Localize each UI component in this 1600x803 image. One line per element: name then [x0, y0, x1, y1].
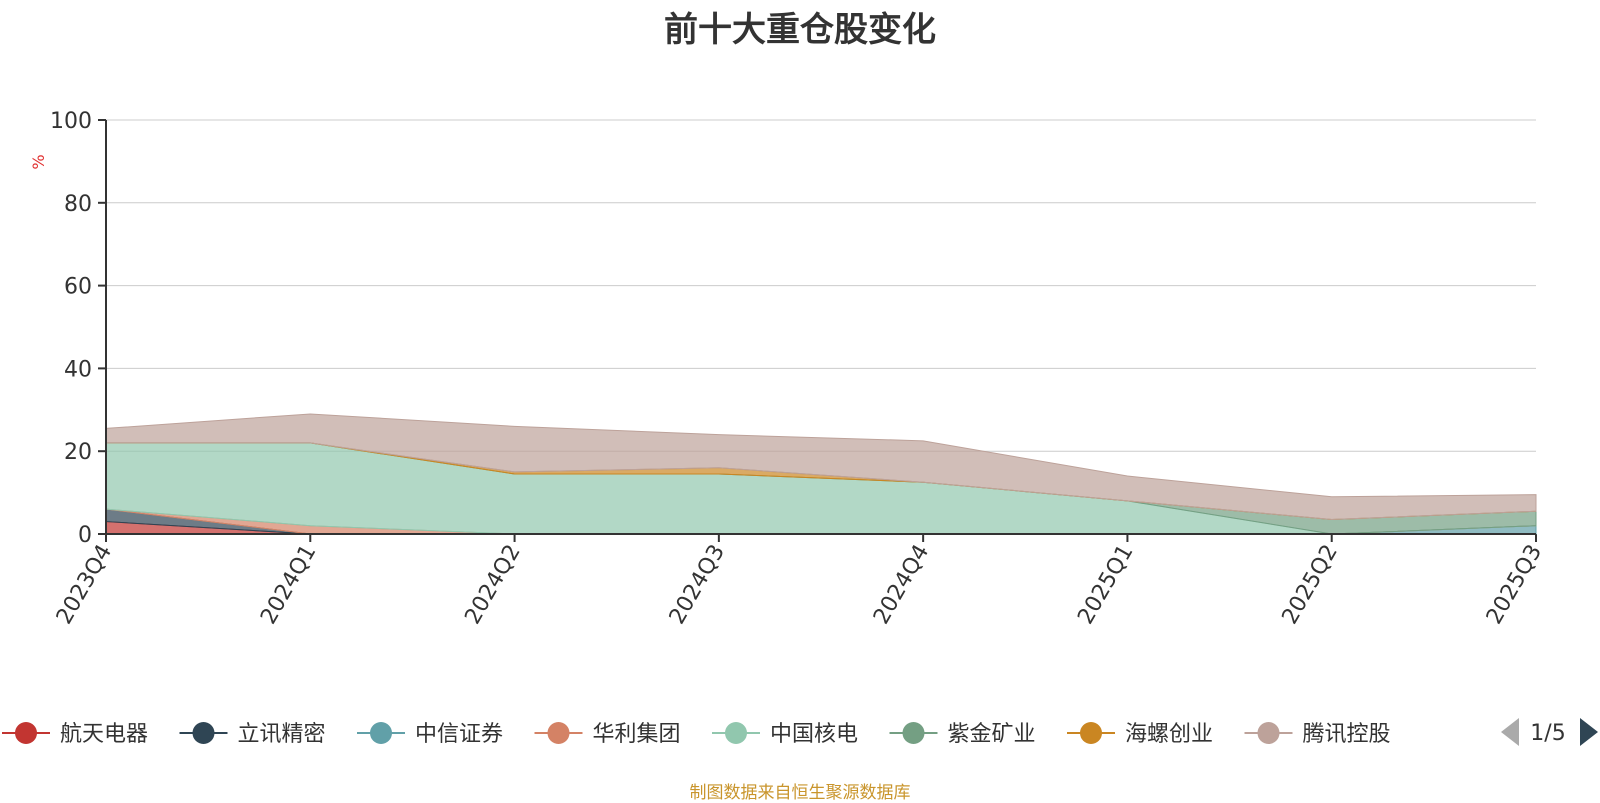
legend-label: 紫金矿业: [948, 722, 1036, 747]
legend-prev-icon[interactable]: [1501, 718, 1519, 746]
x-tick-label: 2024Q2: [460, 541, 525, 629]
legend-label: 中信证券: [415, 722, 503, 747]
legend-item[interactable]: 中信证券: [357, 722, 503, 747]
x-tick-label: 2025Q2: [1278, 541, 1343, 629]
legend-item[interactable]: 华利集团: [534, 722, 681, 747]
x-tick-label: 2024Q4: [869, 541, 934, 629]
y-tick-label: 40: [64, 357, 92, 382]
legend-marker-icon: [902, 722, 925, 744]
area-layers: [105, 413, 1537, 535]
legend-next-icon[interactable]: [1580, 718, 1598, 746]
legend-label: 立讯精密: [238, 722, 326, 747]
y-tick-label: 80: [64, 192, 92, 217]
x-tick-label: 2023Q4: [52, 541, 117, 629]
legend-label: 腾讯控股: [1303, 722, 1391, 747]
legend-marker-icon: [15, 722, 37, 744]
chart-title: 前十大重仓股变化: [664, 10, 936, 50]
legend-item[interactable]: 海螺创业: [1067, 722, 1213, 747]
x-tick-label: 2025Q3: [1482, 541, 1547, 629]
legend-item[interactable]: 紫金矿业: [889, 722, 1036, 747]
legend-item[interactable]: 航天电器: [2, 722, 148, 747]
legend-marker-icon: [1080, 722, 1102, 744]
y-tick-label: 0: [78, 523, 92, 548]
area-series-8[interactable]: [105, 413, 1537, 521]
legend-label: 华利集团: [593, 722, 681, 747]
y-tick-label: 20: [64, 440, 92, 465]
legend: 航天电器 立讯精密 中信证券 华利集团 中国核电 紫金矿业 海螺创业 腾讯控股: [2, 722, 1391, 747]
x-tick-label: 2024Q3: [665, 541, 730, 629]
legend-item[interactable]: 腾讯控股: [1244, 722, 1391, 747]
legend-label: 海螺创业: [1125, 722, 1213, 747]
legend-item[interactable]: 中国核电: [712, 722, 858, 747]
legend-marker-icon: [370, 722, 392, 744]
legend-marker-icon: [547, 722, 570, 744]
legend-page-indicator: 1/5: [1530, 721, 1565, 746]
source-note: 制图数据来自恒生聚源数据库: [689, 783, 911, 803]
y-tick-label: 60: [64, 275, 92, 300]
x-tick-label: 2024Q1: [256, 541, 321, 629]
legend-label: 中国核电: [770, 722, 858, 747]
legend-marker-icon: [725, 722, 747, 744]
x-tick-label: 2025Q1: [1073, 541, 1138, 629]
y-tick-label: 100: [50, 109, 92, 134]
legend-item[interactable]: 立讯精密: [179, 722, 326, 747]
y-axis-label: %: [29, 154, 48, 169]
legend-label: 航天电器: [60, 722, 148, 747]
axes: [105, 120, 1536, 535]
legend-marker-icon: [1257, 722, 1280, 744]
legend-marker-icon: [192, 722, 215, 744]
legend-pager: 1/5: [1501, 718, 1598, 746]
